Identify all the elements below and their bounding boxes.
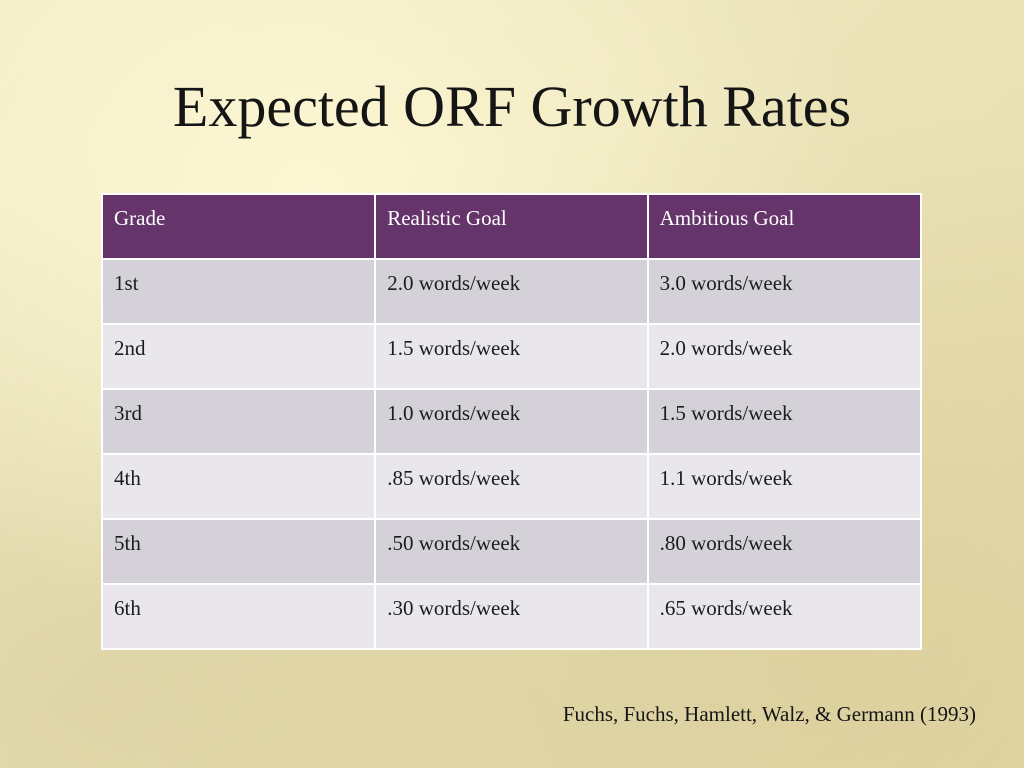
header-ambitious-goal: Ambitious Goal — [646, 193, 923, 260]
cell-realistic-goal: 1.5 words/week — [374, 323, 649, 390]
table-row: 5th .50 words/week .80 words/week — [100, 518, 923, 585]
cell-ambitious-goal: .65 words/week — [646, 583, 923, 650]
cell-ambitious-goal: 1.5 words/week — [646, 388, 923, 455]
table-row: 3rd 1.0 words/week 1.5 words/week — [100, 388, 923, 455]
citation: Fuchs, Fuchs, Hamlett, Walz, & Germann (… — [562, 702, 976, 726]
cell-grade: 6th — [100, 583, 377, 650]
cell-grade: 5th — [100, 518, 377, 585]
cell-realistic-goal: 1.0 words/week — [374, 388, 649, 455]
cell-grade: 3rd — [100, 388, 377, 455]
cell-ambitious-goal: 2.0 words/week — [646, 323, 923, 390]
cell-realistic-goal: .50 words/week — [374, 518, 649, 585]
table-row: 2nd 1.5 words/week 2.0 words/week — [100, 323, 923, 390]
cell-realistic-goal: .30 words/week — [374, 583, 649, 650]
header-grade: Grade — [100, 193, 377, 260]
slide-title: Expected ORF Growth Rates — [172, 74, 852, 139]
cell-ambitious-goal: .80 words/week — [646, 518, 923, 585]
cell-ambitious-goal: 1.1 words/week — [646, 453, 923, 520]
cell-grade: 4th — [100, 453, 377, 520]
cell-grade: 2nd — [100, 323, 377, 390]
header-realistic-goal: Realistic Goal — [374, 193, 649, 260]
cell-ambitious-goal: 3.0 words/week — [646, 258, 923, 325]
table-row: 1st 2.0 words/week 3.0 words/week — [100, 258, 923, 325]
cell-realistic-goal: .85 words/week — [374, 453, 649, 520]
table-row: 4th .85 words/week 1.1 words/week — [100, 453, 923, 520]
cell-realistic-goal: 2.0 words/week — [374, 258, 649, 325]
cell-grade: 1st — [100, 258, 377, 325]
table-header-row: Grade Realistic Goal Ambitious Goal — [100, 193, 923, 260]
growth-rates-table: Grade Realistic Goal Ambitious Goal 1st … — [100, 193, 923, 650]
table-row: 6th .30 words/week .65 words/week — [100, 583, 923, 650]
